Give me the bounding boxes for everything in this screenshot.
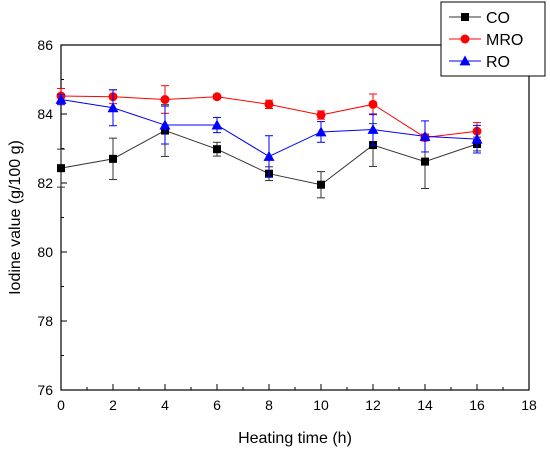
legend-marker-ro: [459, 55, 471, 66]
y-tick-label: 84: [37, 106, 53, 122]
data-point-ro: [367, 124, 379, 134]
plot-frame: [60, 44, 530, 391]
legend-marker-mro: [460, 34, 470, 44]
data-point-ro: [107, 102, 119, 113]
data-point-mro: [368, 99, 378, 109]
data-point-ro: [471, 133, 483, 144]
y-tick-label: 76: [37, 382, 53, 398]
x-tick-label: 4: [161, 397, 169, 413]
data-point-co: [213, 145, 221, 154]
y-axis-title: Iodine value (g/100 g): [7, 140, 24, 295]
x-axis-ticks: 0 2 4 6 8 10 12 14 16 18: [57, 384, 537, 413]
series-mro: [56, 85, 482, 142]
y-tick-label: 78: [37, 313, 53, 329]
plot-border: [60, 44, 530, 391]
legend-label-mro: MRO: [486, 32, 523, 49]
x-tick-label: 2: [109, 397, 117, 413]
data-point-co: [57, 164, 65, 173]
legend-marker-co: [461, 13, 469, 21]
y-tick-label: 80: [37, 244, 53, 260]
data-point-mro: [316, 110, 326, 120]
y-tick-label: 82: [37, 175, 53, 191]
legend: CO MRO RO: [440, 1, 546, 77]
x-tick-label: 10: [313, 397, 329, 413]
y-axis-ticks: 76 78 80 82 84 86: [37, 37, 67, 398]
data-point-ro: [315, 126, 327, 137]
x-tick-label: 14: [417, 397, 433, 413]
y-tick-label: 86: [37, 37, 53, 53]
x-tick-label: 12: [365, 397, 381, 413]
data-point-ro: [263, 150, 275, 161]
x-axis-title: Heating time (h): [238, 430, 352, 447]
data-point-co: [421, 157, 429, 166]
data-point-ro: [159, 119, 171, 130]
x-tick-label: 18: [521, 397, 537, 413]
series-ro: [55, 89, 483, 178]
x-tick-label: 6: [213, 397, 221, 413]
data-point-co: [317, 180, 325, 189]
legend-label-ro: RO: [486, 54, 510, 71]
data-point-co: [109, 154, 117, 163]
data-point-mro: [160, 95, 170, 105]
data-point-mro: [212, 92, 222, 102]
x-tick-label: 8: [265, 397, 273, 413]
data-point-mro: [264, 99, 274, 109]
data-point-ro: [419, 130, 431, 141]
x-tick-label: 16: [469, 397, 485, 413]
data-point-ro: [211, 119, 223, 130]
data-point-ro: [55, 94, 67, 104]
series-layer: [55, 85, 483, 199]
legend-label-co: CO: [486, 10, 510, 27]
x-tick-label: 0: [57, 397, 65, 413]
